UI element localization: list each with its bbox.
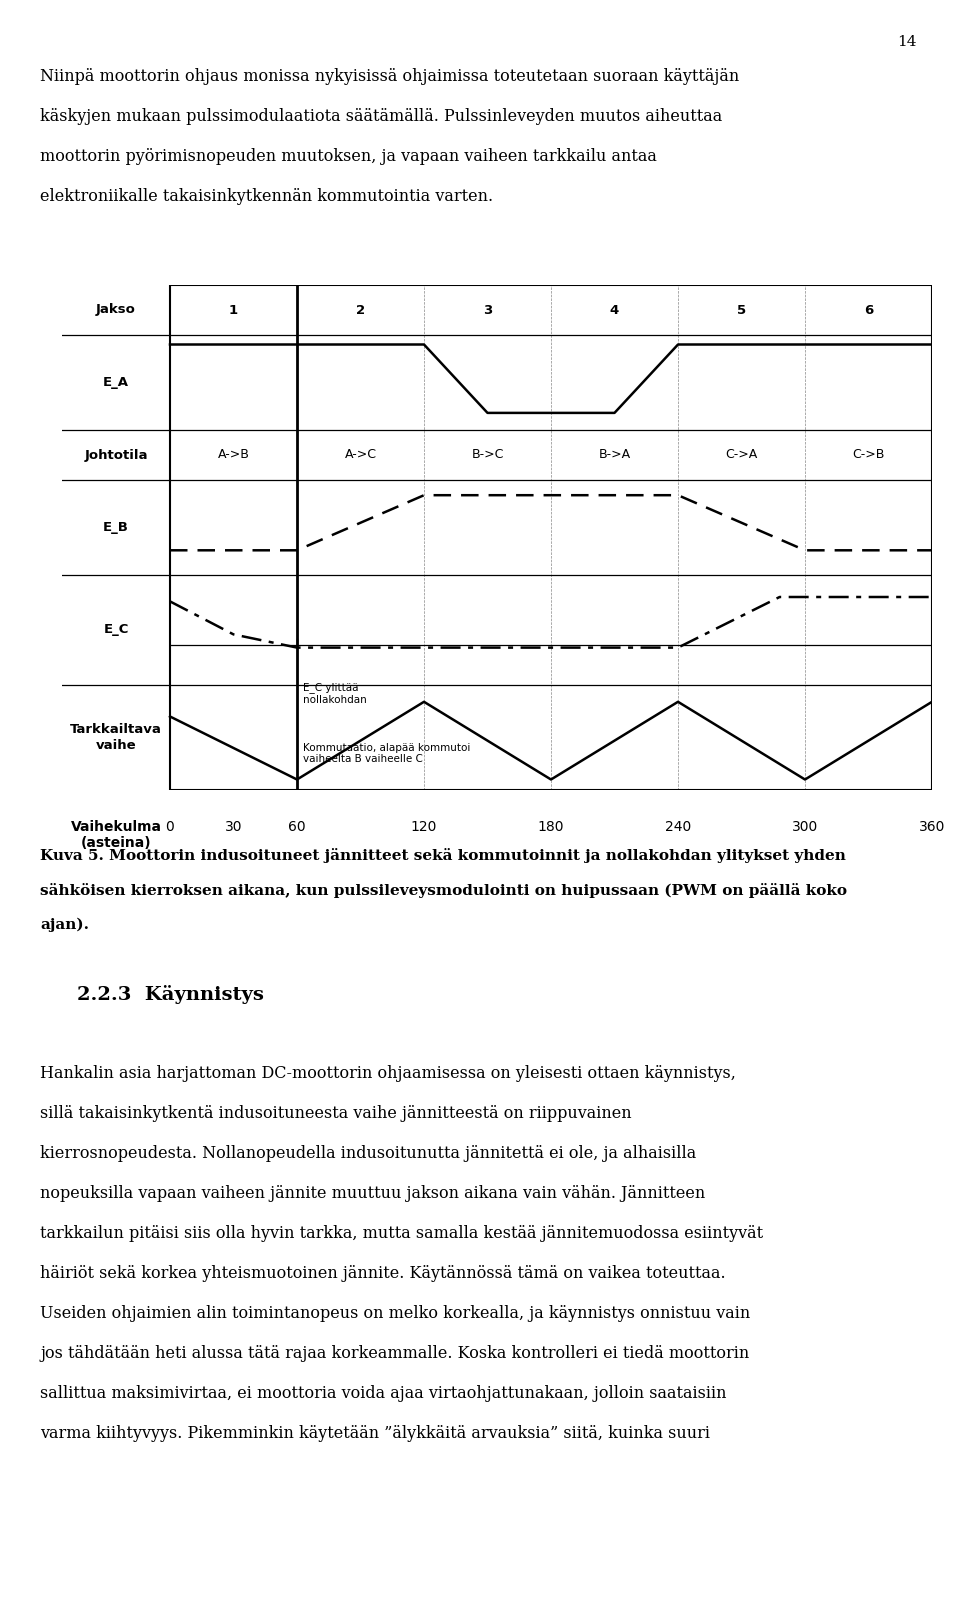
Text: häiriöt sekä korkea yhteismuotoinen jännite. Käytännössä tämä on vaikea toteutta: häiriöt sekä korkea yhteismuotoinen jänn… [40,1265,726,1282]
Text: E_A: E_A [103,376,129,389]
Text: 60: 60 [288,819,306,834]
Text: Kommutaatio, alapää kommutoi
vaiheelta B vaiheelle C: Kommutaatio, alapää kommutoi vaiheelta B… [303,742,470,765]
Text: 3: 3 [483,303,492,316]
Text: sillä takaisinkytkentä indusoituneesta vaihe jännitteestä on riippuvainen: sillä takaisinkytkentä indusoituneesta v… [40,1105,632,1123]
Text: 14: 14 [898,35,917,50]
Text: elektroniikalle takaisinkytkennän kommutointia varten.: elektroniikalle takaisinkytkennän kommut… [40,187,493,205]
Text: E_C ylittää
nollakohdan: E_C ylittää nollakohdan [303,682,367,705]
Text: sähköisen kierroksen aikana, kun pulssileveysmodulointi on huipussaan (PWM on pä: sähköisen kierroksen aikana, kun pulssil… [40,882,848,898]
Text: Useiden ohjaimien alin toimintanopeus on melko korkealla, ja käynnistys onnistuu: Useiden ohjaimien alin toimintanopeus on… [40,1305,751,1323]
Text: Johtotila: Johtotila [84,448,148,461]
Text: moottorin pyörimisnopeuden muutoksen, ja vapaan vaiheen tarkkailu antaa: moottorin pyörimisnopeuden muutoksen, ja… [40,148,658,165]
Text: 180: 180 [538,819,564,834]
Text: Tarkkailtava
vaihe: Tarkkailtava vaihe [70,723,162,752]
Bar [170,286,932,790]
Text: B->C: B->C [471,448,504,461]
Text: A->C: A->C [345,448,376,461]
Text: sallittua maksimivirtaa, ei moottoria voida ajaa virtaohjattunakaan, jolloin saa: sallittua maksimivirtaa, ei moottoria vo… [40,1386,727,1402]
Text: ajan).: ajan). [40,918,89,932]
Text: Kuva 5. Moottorin indusoituneet jännitteet sekä kommutoinnit ja nollakohdan ylit: Kuva 5. Moottorin indusoituneet jännitte… [40,848,846,863]
Text: varma kiihtyvyys. Pikemminkin käytetään ”älykkäitä arvauksia” siitä, kuinka suur: varma kiihtyvyys. Pikemminkin käytetään … [40,1424,710,1442]
Text: C->B: C->B [852,448,885,461]
Text: 1: 1 [228,303,238,316]
Text: A->B: A->B [218,448,250,461]
Text: 4: 4 [610,303,619,316]
Text: jos tähdätään heti alussa tätä rajaa korkeammalle. Koska kontrolleri ei tiedä mo: jos tähdätään heti alussa tätä rajaa kor… [40,1345,750,1361]
Text: 120: 120 [411,819,437,834]
Text: Vaihekulma
(asteina): Vaihekulma (asteina) [70,819,161,850]
Text: E_B: E_B [103,521,129,534]
Text: 2.2.3  Käynnistys: 2.2.3 Käynnistys [77,986,264,1003]
Text: 30: 30 [225,819,242,834]
Text: tarkkailun pitäisi siis olla hyvin tarkka, mutta samalla kestää jännitemuodossa : tarkkailun pitäisi siis olla hyvin tarkk… [40,1224,763,1242]
Text: E_C: E_C [104,624,129,637]
Text: käskyjen mukaan pulssimodulaatiota säätämällä. Pulssinleveyden muutos aiheuttaa: käskyjen mukaan pulssimodulaatiota säätä… [40,108,723,124]
Text: kierrosnopeudesta. Nollanopeudella indusoitunutta jännitettä ei ole, ja alhaisil: kierrosnopeudesta. Nollanopeudella indus… [40,1145,697,1161]
Text: Hankalin asia harjattoman DC-moottorin ohjaamisessa on yleisesti ottaen käynnist: Hankalin asia harjattoman DC-moottorin o… [40,1065,736,1082]
Text: Jakso: Jakso [96,303,136,316]
Text: 300: 300 [792,819,818,834]
Text: 5: 5 [737,303,746,316]
Text: 360: 360 [919,819,946,834]
Text: 240: 240 [665,819,691,834]
Text: C->A: C->A [726,448,757,461]
Text: 0: 0 [166,819,175,834]
Text: B->A: B->A [598,448,631,461]
Text: 6: 6 [864,303,874,316]
Text: 2: 2 [356,303,365,316]
Text: Niinpä moottorin ohjaus monissa nykyisissä ohjaimissa toteutetaan suoraan käyttä: Niinpä moottorin ohjaus monissa nykyisis… [40,68,739,85]
Text: nopeuksilla vapaan vaiheen jännite muuttuu jakson aikana vain vähän. Jännitteen: nopeuksilla vapaan vaiheen jännite muutt… [40,1186,706,1202]
